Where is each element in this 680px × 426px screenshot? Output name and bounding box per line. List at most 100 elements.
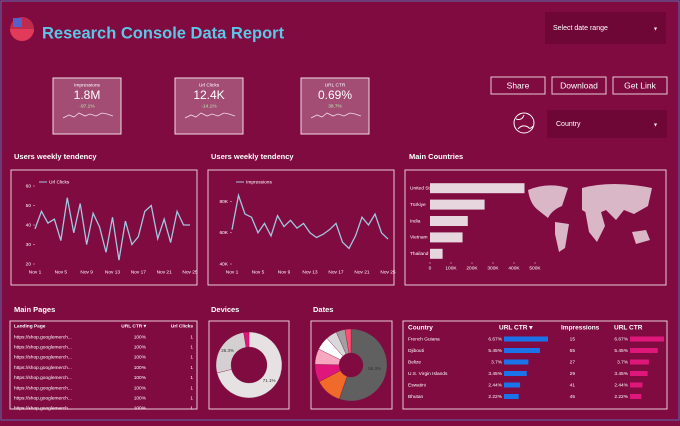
x-tick-label: Nov 1 [226,269,239,275]
panel [207,169,395,286]
button[interactable] [490,76,546,95]
logo-half [10,29,34,41]
panel-title: Main Pages [14,305,55,314]
map-na [528,185,568,218]
button[interactable] [612,76,668,95]
kpi-card [300,77,370,135]
column-header: Impressions [561,325,600,332]
button-label: Share [507,80,530,90]
bar [504,336,548,342]
bar [630,382,643,388]
kpi-value: 12.4K [193,88,224,102]
cell: https://shop.googlemerch... [14,355,72,361]
bar [504,348,540,353]
cell: 41 [570,382,576,388]
date-dropdown[interactable] [545,12,666,44]
column-header: Landing Page [14,323,46,329]
country-dropdown[interactable] [547,110,667,138]
panel-title: Main Countries [409,152,463,161]
panel-title: Dates [313,305,333,314]
map-eu-asia [582,184,652,220]
cell: 1 [190,355,193,361]
bar [430,183,525,194]
panel [9,320,198,410]
slice-label: 71.1% [263,378,276,383]
cell: https://shop.googlemerch... [14,334,72,340]
x-tick-label: Nov 17 [131,269,147,275]
cell: 29 [570,371,576,377]
panel [310,320,393,410]
slice [339,328,388,402]
bar [504,359,529,365]
y-tick-label: United States [410,185,439,191]
date-label: Select date range [553,25,608,32]
panel [208,320,290,410]
x-tick-label: 500K [529,265,541,271]
column-header: URL CTR ▾ [121,323,146,329]
kpi-card [52,77,122,135]
x-tick-label: Nov 17 [328,269,344,275]
y-tick-label: 30 [26,242,32,248]
kpi-card [174,77,244,135]
cell: 100% [134,395,147,401]
cell: 1 [190,344,193,350]
cell: 5.45% [488,348,502,354]
y-tick-label: 40 [26,222,32,228]
cell: 1 [190,395,193,401]
cell: 45 [570,394,576,400]
cell: 5.45% [614,348,628,354]
cell: 6.67% [614,336,628,342]
cell: https://shop.googlemerch... [14,365,72,371]
line [34,197,190,261]
kpi-delta: 38.7% [328,103,342,109]
kpi-value: 1.8M [74,88,101,102]
bar [630,394,642,399]
y-tick-label: 60 [26,183,32,189]
cell: 3.7% [491,359,503,365]
cell: Djibouti [408,348,424,354]
column-header: Url Clicks [171,323,193,329]
cell: https://shop.googlemerch... [14,385,72,391]
panel-title: Users weekly tendency [14,152,97,161]
slice [243,331,250,348]
button-label: Get Link [624,80,656,90]
cell: French Guiana [408,336,440,342]
x-tick-label: 400K [508,265,520,271]
globe-land [515,114,534,130]
x-tick-label: Nov 21 [354,269,370,275]
kpi-label: URL CTR [325,82,346,88]
cell: 2.22% [488,394,502,400]
cell: 3.45% [488,371,502,377]
world-map [528,184,652,252]
button[interactable] [551,76,607,95]
cell: https://shop.googlemerch... [14,406,72,412]
x-tick-label: 0 [429,265,432,271]
button-label: Download [560,80,598,90]
x-tick-label: Nov 13 [302,269,318,275]
x-tick-label: Nov 9 [80,269,93,275]
cell: 100% [134,355,147,361]
kpi-delta: -97.1% [79,103,95,109]
x-tick-label: Nov 13 [105,269,121,275]
cell: 2.44% [614,382,628,388]
panel [404,169,667,286]
x-tick-label: 300K [487,265,499,271]
kpi-value: 0.69% [318,88,352,102]
bar [430,248,443,259]
column-header: URL CTR ▾ [499,325,533,332]
cell: 1 [190,385,193,391]
cell: Belize [408,359,421,365]
slice [216,331,283,399]
cell: Bhutan [408,394,424,400]
y-tick-label: 80K [219,199,228,205]
legend-label: Impressions [246,179,272,185]
cell: 6.67% [488,336,502,342]
x-tick-label: Nov 25 [380,269,396,275]
x-tick-label: Nov 9 [278,269,291,275]
x-tick-label: 200K [466,265,478,271]
sparkline [310,112,362,119]
country-label: Country [556,121,581,128]
logo-flag [13,18,22,27]
